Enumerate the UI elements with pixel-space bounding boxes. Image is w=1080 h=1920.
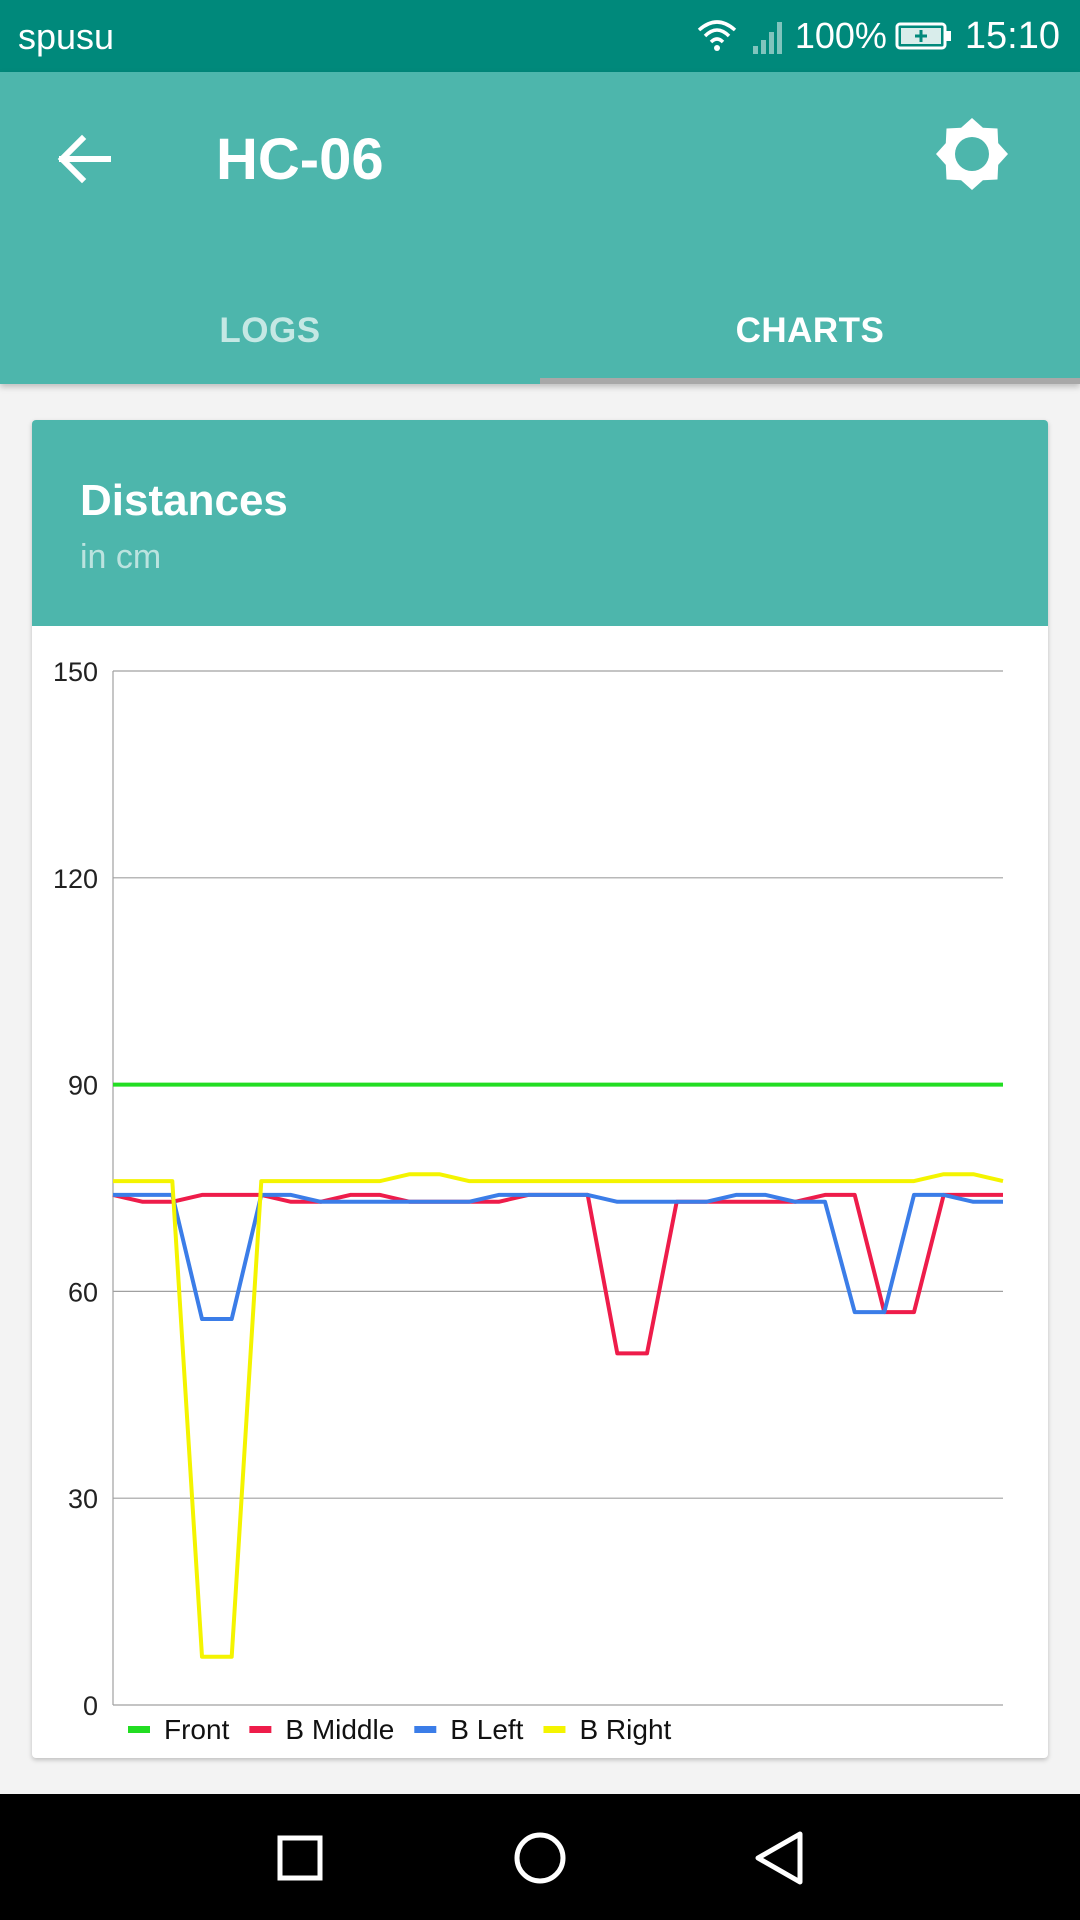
home-button[interactable] bbox=[504, 1822, 576, 1894]
app-bar: HC-06 LOGS CHARTS bbox=[0, 72, 1080, 384]
y-tick-label: 120 bbox=[53, 864, 98, 894]
triangle-back-icon bbox=[755, 1831, 803, 1885]
tab-charts[interactable]: CHARTS bbox=[540, 278, 1080, 384]
circle-icon bbox=[514, 1832, 566, 1884]
carrier-name: spusu bbox=[18, 16, 115, 57]
wifi-icon bbox=[697, 20, 736, 51]
back-button[interactable] bbox=[52, 127, 116, 191]
legend-swatch bbox=[249, 1726, 272, 1733]
battery-percent: 100% bbox=[794, 15, 887, 56]
y-tick-label: 60 bbox=[68, 1277, 98, 1307]
status-bar: spusu 100% 15:10 bbox=[0, 0, 1080, 72]
chart-subtitle: in cm bbox=[80, 538, 162, 576]
legend-swatch bbox=[543, 1726, 566, 1733]
y-tick-label: 90 bbox=[68, 1071, 98, 1101]
tab-logs[interactable]: LOGS bbox=[219, 311, 321, 350]
status-icons: 100% 15:10 bbox=[695, 12, 1060, 60]
series-line-b-right bbox=[113, 1172, 1004, 1659]
settings-button[interactable] bbox=[936, 118, 1008, 190]
y-tick-label: 30 bbox=[68, 1484, 98, 1514]
card-header: Distances in cm bbox=[32, 420, 1048, 626]
legend-label: B Left bbox=[450, 1714, 523, 1745]
navigation-bar bbox=[0, 1794, 1080, 1920]
legend-label: B Middle bbox=[285, 1714, 394, 1745]
battery-charging-icon bbox=[895, 22, 951, 50]
legend-swatch bbox=[414, 1726, 437, 1733]
recents-button[interactable] bbox=[264, 1822, 336, 1894]
tab-bar: LOGS CHARTS bbox=[0, 278, 1080, 384]
legend-swatch bbox=[128, 1726, 150, 1733]
legend-label: B Right bbox=[579, 1714, 671, 1745]
clock: 15:10 bbox=[964, 14, 1060, 57]
back-nav-button[interactable] bbox=[744, 1822, 816, 1894]
arrow-back-icon bbox=[57, 134, 111, 184]
line-chart: 0 30 60 90 120 150 Front B Middle B Left B Right bbox=[53, 657, 1004, 1745]
legend-label: Front bbox=[164, 1714, 230, 1745]
square-icon bbox=[277, 1835, 323, 1881]
brightness-icon bbox=[936, 118, 1008, 190]
y-tick-label: 0 bbox=[83, 1691, 98, 1721]
y-tick-label: 150 bbox=[53, 657, 98, 687]
chart-card: Distances in cm 0 30 60 90 120 150 Front B Midd… bbox=[32, 420, 1048, 1758]
series-line-b-middle bbox=[112, 1192, 1003, 1356]
signal-icon bbox=[752, 22, 782, 54]
chart-title: Distances bbox=[80, 476, 288, 525]
page-title: HC-06 bbox=[216, 127, 384, 192]
